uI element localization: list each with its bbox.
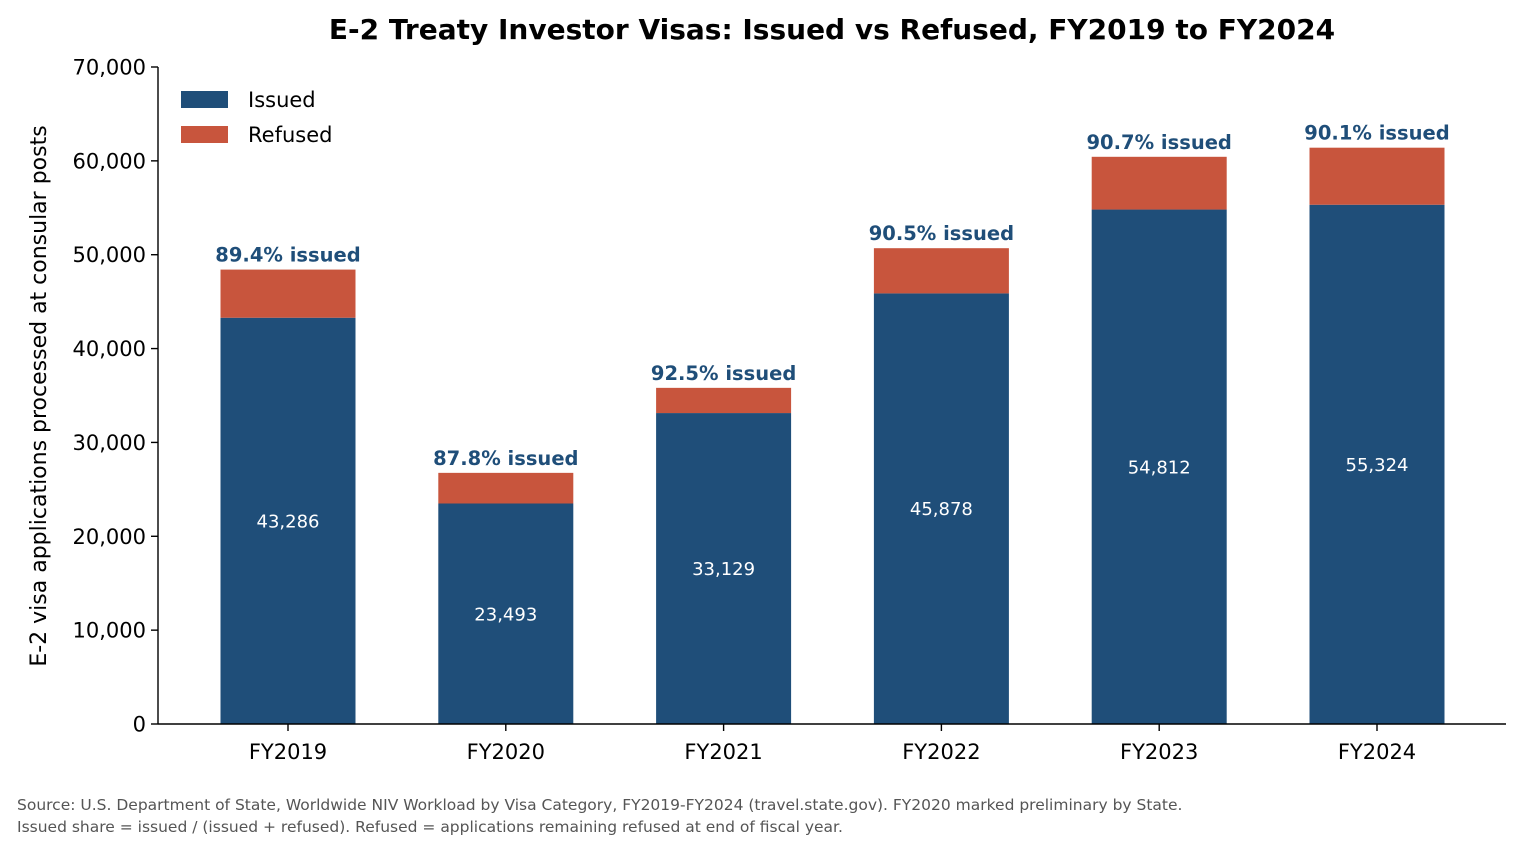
share-label: 90.5% issued: [869, 222, 1014, 245]
bar-issued: [656, 413, 792, 724]
x-tick-label: FY2019: [249, 740, 327, 764]
x-tick-label: FY2023: [1120, 740, 1198, 764]
bar-refused: [1309, 147, 1445, 205]
y-tick-label: 0: [133, 713, 146, 737]
bar-issued: [1091, 209, 1227, 724]
x-tick-label: FY2022: [902, 740, 980, 764]
bar-issued: [438, 503, 574, 724]
y-tick-label: 60,000: [73, 149, 146, 173]
bar-value-label: 33,129: [692, 559, 755, 580]
chart-title: E-2 Treaty Investor Visas: Issued vs Ref…: [329, 13, 1335, 46]
y-tick-label: 70,000: [73, 56, 146, 80]
legend-swatch-refused: [181, 126, 228, 143]
y-tick-label: 30,000: [73, 431, 146, 455]
chart-legend: Issued Refused: [181, 88, 332, 147]
bar-refused: [873, 248, 1009, 294]
y-tick-label: 50,000: [73, 243, 146, 267]
x-tick-label: FY2020: [467, 740, 545, 764]
chart-canvas: E-2 Treaty Investor Visas: Issued vs Ref…: [27, 13, 1506, 765]
source-note: Source: U.S. Department of State, Worldw…: [17, 796, 1183, 814]
y-tick-label: 10,000: [73, 619, 146, 643]
bar-value-label: 45,878: [910, 499, 973, 520]
bar-value-label: 23,493: [474, 604, 537, 625]
source-note-definition: Issued share = issued / (issued + refuse…: [17, 818, 843, 836]
share-label: 89.4% issued: [215, 244, 360, 267]
plot-area: 0 10,000 20,000 30,000 40,000 50,000 60,000 70,…: [73, 56, 1450, 765]
bar-issued: [220, 317, 356, 724]
bar-refused: [1091, 156, 1227, 210]
legend-swatch-issued: [181, 91, 228, 108]
bar-value-label: 43,286: [257, 511, 320, 532]
bar-refused: [438, 472, 574, 504]
x-tick-label: FY2024: [1338, 740, 1416, 764]
bar-refused: [656, 387, 792, 414]
share-label: 90.1% issued: [1304, 122, 1449, 145]
legend-label-refused: Refused: [248, 123, 332, 147]
bar-value-label: 54,812: [1128, 457, 1191, 478]
bar-value-label: 55,324: [1346, 455, 1409, 476]
y-axis-label: E-2 visa applications processed at consu…: [27, 125, 52, 666]
y-tick-label: 20,000: [73, 525, 146, 549]
share-label: 92.5% issued: [651, 362, 796, 385]
share-label: 90.7% issued: [1086, 131, 1231, 154]
x-tick-label: FY2021: [684, 740, 762, 764]
bar-refused: [220, 269, 356, 318]
y-tick-label: 40,000: [73, 337, 146, 361]
share-label: 87.8% issued: [433, 447, 578, 470]
bar-issued: [1309, 204, 1445, 724]
legend-label-issued: Issued: [248, 88, 316, 112]
bar-issued: [873, 293, 1009, 724]
